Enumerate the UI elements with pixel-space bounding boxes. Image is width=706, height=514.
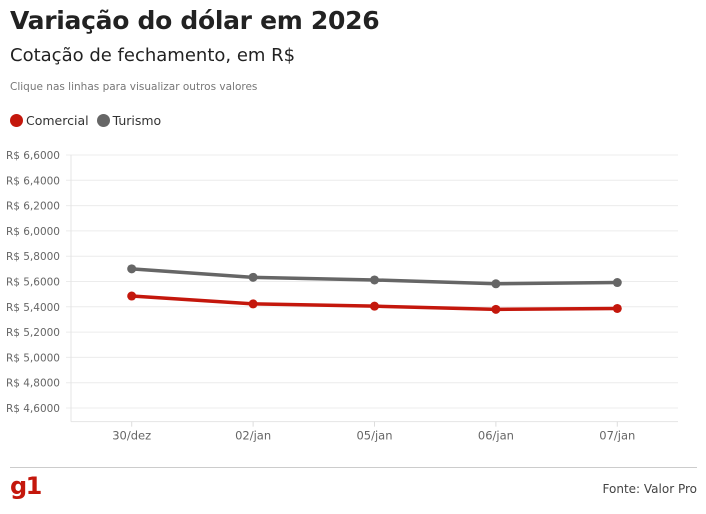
- data-point-turismo[interactable]: [127, 264, 137, 274]
- y-tick-label: R$ 6,4000: [6, 175, 60, 187]
- data-point-turismo[interactable]: [491, 279, 501, 289]
- g1-logo: g1: [10, 472, 42, 500]
- data-point-comercial[interactable]: [491, 304, 501, 314]
- source-note: Fonte: Valor Pro: [602, 482, 697, 496]
- y-tick-label: R$ 4,6000: [6, 403, 60, 415]
- y-tick-label: R$ 6,2000: [6, 201, 60, 213]
- data-point-turismo[interactable]: [612, 278, 622, 288]
- legend-label: Turismo: [112, 113, 162, 128]
- line-chart: R$ 6,6000 R$ 6,4000 R$ 6,2000 R$ 6,0000 R$ 5…: [6, 150, 678, 443]
- x-tick-label: 06/jan: [478, 429, 514, 443]
- data-point-comercial[interactable]: [612, 303, 622, 313]
- data-point-comercial[interactable]: [370, 301, 379, 311]
- y-tick-label: R$ 6,6000: [6, 150, 60, 162]
- x-tick-label: 07/jan: [599, 429, 635, 443]
- legend: Comercial Turismo: [10, 113, 161, 128]
- chart-subtitle: Cotação de fechamento, em R$: [10, 45, 296, 66]
- y-tick-label: R$ 5,4000: [6, 302, 60, 314]
- data-point-comercial[interactable]: [248, 299, 258, 309]
- legend-item-turismo[interactable]: Turismo: [96, 113, 162, 128]
- data-point-turismo[interactable]: [248, 272, 258, 282]
- y-tick-label: R$ 5,6000: [6, 277, 60, 289]
- legend-dot-icon: [10, 114, 23, 127]
- chart-hint: Clique nas linhas para visualizar outros…: [10, 81, 258, 93]
- chart-title: Variação do dólar em 2026: [10, 6, 380, 35]
- legend-item-comercial[interactable]: Comercial: [10, 113, 89, 128]
- y-tick-label: R$ 5,8000: [6, 251, 60, 263]
- data-point-turismo[interactable]: [370, 275, 379, 285]
- x-tick-label: 05/jan: [356, 429, 392, 443]
- data-point-comercial[interactable]: [127, 291, 137, 301]
- y-tick-label: R$ 4,8000: [6, 378, 60, 390]
- legend-dot-icon: [96, 114, 110, 127]
- y-tick-label: R$ 5,0000: [6, 352, 60, 364]
- x-tick-label: 02/jan: [235, 429, 271, 443]
- footer-divider: [10, 467, 697, 468]
- legend-label: Comercial: [26, 113, 89, 128]
- x-tick-label: 30/dez: [112, 429, 151, 443]
- y-tick-label: R$ 6,0000: [6, 226, 60, 238]
- y-tick-label: R$ 5,2000: [6, 327, 60, 339]
